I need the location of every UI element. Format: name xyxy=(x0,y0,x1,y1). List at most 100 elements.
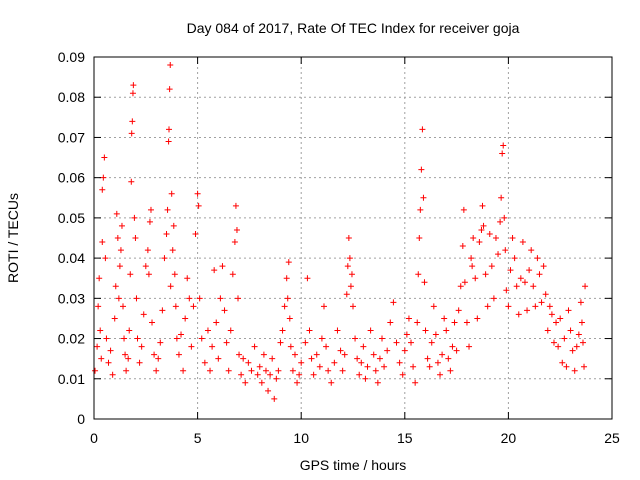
data-point xyxy=(188,343,195,350)
data-point xyxy=(412,379,419,386)
data-point xyxy=(256,363,263,370)
data-point xyxy=(573,343,580,350)
data-point xyxy=(316,363,323,370)
data-point xyxy=(396,359,403,366)
data-point xyxy=(145,271,152,278)
data-point xyxy=(99,186,106,193)
data-point xyxy=(345,235,352,241)
data-point xyxy=(260,351,267,358)
data-point xyxy=(136,359,143,366)
data-point xyxy=(195,202,202,209)
data-point xyxy=(376,355,383,362)
data-point xyxy=(163,230,170,237)
y-tick-label: 0.01 xyxy=(58,371,85,387)
data-point xyxy=(95,303,102,310)
data-point xyxy=(503,287,510,294)
data-point xyxy=(115,295,122,302)
data-point xyxy=(277,339,284,346)
data-point xyxy=(153,367,160,374)
data-point xyxy=(498,194,505,201)
data-point xyxy=(169,247,176,254)
data-point xyxy=(161,255,168,262)
data-point xyxy=(557,315,564,322)
data-point xyxy=(217,295,224,302)
data-point xyxy=(129,90,136,97)
data-point xyxy=(131,214,138,221)
data-point xyxy=(147,206,154,213)
data-point xyxy=(167,62,174,69)
data-point xyxy=(460,206,467,213)
data-point xyxy=(96,275,103,282)
data-point xyxy=(478,226,485,233)
data-point xyxy=(479,202,486,209)
data-point xyxy=(567,327,574,334)
data-point xyxy=(350,303,356,310)
data-point xyxy=(480,222,487,229)
data-point xyxy=(393,339,400,346)
data-point xyxy=(437,371,444,378)
data-point xyxy=(469,263,476,270)
data-point xyxy=(417,206,424,213)
data-point xyxy=(171,271,178,278)
data-point xyxy=(105,359,112,366)
data-points xyxy=(92,62,589,402)
data-point xyxy=(538,299,545,306)
data-point xyxy=(166,86,173,93)
data-point xyxy=(164,206,171,213)
data-point xyxy=(466,343,473,350)
data-point xyxy=(101,154,108,161)
data-point xyxy=(146,218,153,225)
data-point xyxy=(111,315,118,322)
data-point xyxy=(168,190,175,197)
data-point xyxy=(528,247,535,254)
data-point xyxy=(486,230,493,237)
data-point xyxy=(344,263,351,270)
data-point xyxy=(374,379,381,386)
data-point xyxy=(233,226,240,233)
data-point xyxy=(287,343,294,350)
data-point xyxy=(339,367,346,374)
data-point xyxy=(186,295,193,302)
data-point xyxy=(548,311,555,318)
data-point xyxy=(114,235,121,241)
y-tick-label: 0 xyxy=(77,411,85,427)
data-point xyxy=(408,339,415,346)
data-point xyxy=(192,230,199,237)
data-point xyxy=(384,347,391,354)
data-point xyxy=(399,371,406,378)
data-point xyxy=(501,214,508,221)
data-point xyxy=(347,283,354,290)
data-point xyxy=(424,355,431,362)
data-point xyxy=(451,319,458,326)
data-point xyxy=(521,279,528,286)
data-point xyxy=(418,166,425,173)
data-point xyxy=(298,359,305,366)
data-point xyxy=(196,295,203,302)
data-point xyxy=(328,379,335,386)
data-point xyxy=(445,355,452,362)
data-point xyxy=(149,319,156,326)
data-point xyxy=(236,351,243,358)
data-point xyxy=(577,299,584,306)
data-point xyxy=(474,315,481,322)
data-point xyxy=(194,190,201,197)
data-point xyxy=(341,351,348,358)
data-point xyxy=(117,247,124,254)
x-tick-label: 25 xyxy=(604,430,620,446)
data-point xyxy=(159,307,166,314)
data-point xyxy=(410,363,417,370)
data-point xyxy=(352,335,359,342)
data-point xyxy=(476,239,483,246)
data-point xyxy=(559,359,566,366)
data-point xyxy=(360,343,367,350)
data-point xyxy=(346,255,353,262)
data-point xyxy=(242,379,249,386)
data-point xyxy=(401,347,408,354)
data-point xyxy=(284,295,291,302)
data-point xyxy=(98,355,105,362)
data-point xyxy=(379,335,386,342)
data-point xyxy=(495,251,502,258)
data-point xyxy=(358,359,365,366)
data-point xyxy=(155,355,162,362)
data-point xyxy=(354,355,361,362)
